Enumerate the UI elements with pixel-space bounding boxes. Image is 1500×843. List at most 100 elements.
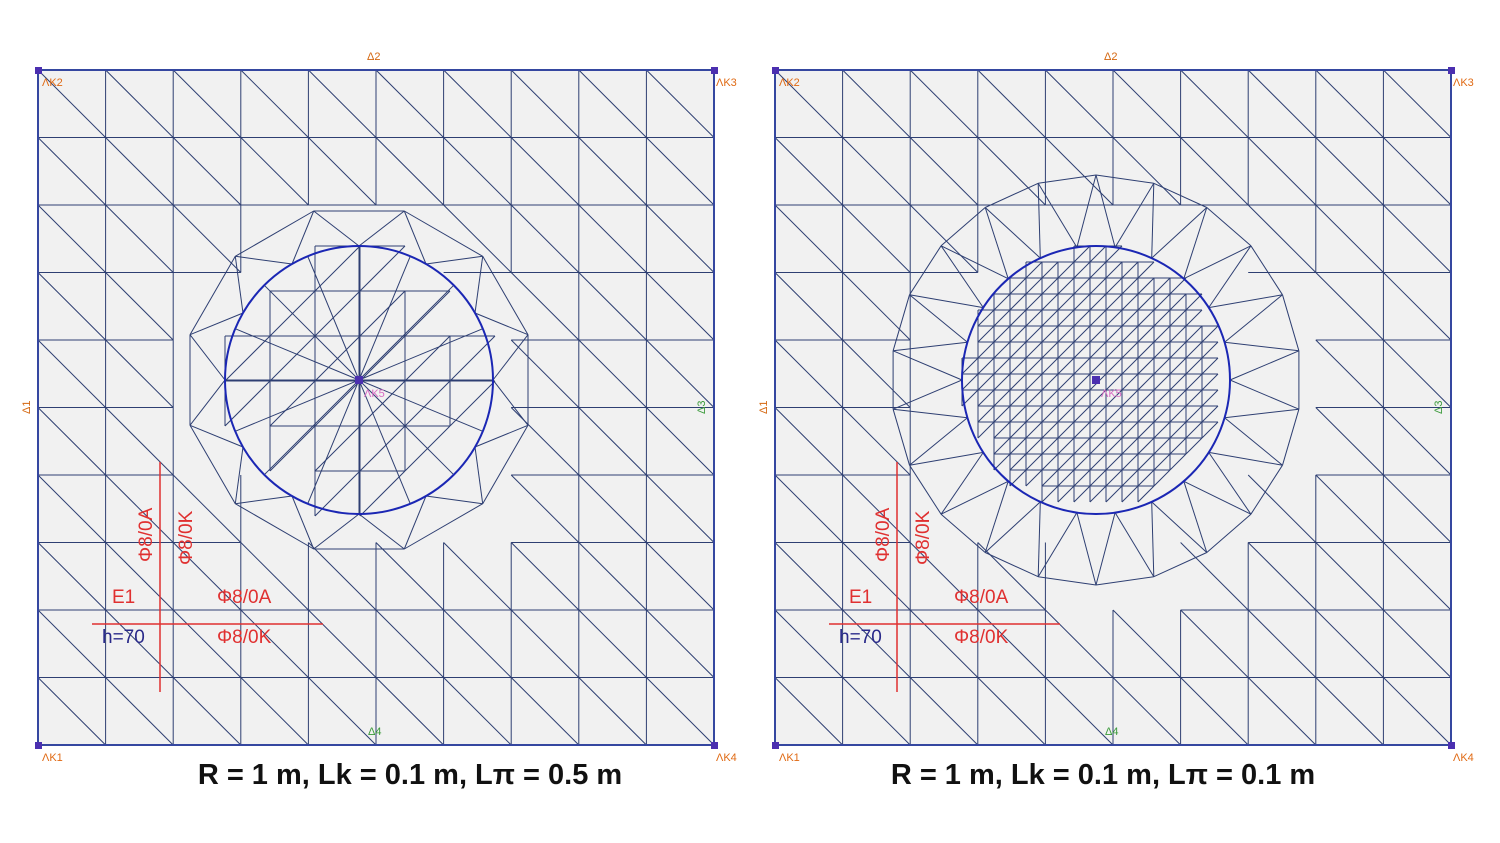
mesh-diagonal: [842, 407, 911, 476]
inner-diagonal: [1057, 453, 1075, 471]
inner-diagonal: [1153, 389, 1171, 407]
mesh-diagonal: [375, 137, 444, 206]
transition-edge: [1095, 576, 1154, 586]
inner-diagonal: [404, 335, 451, 382]
transition-edge: [1208, 451, 1283, 466]
transition-edge: [1095, 174, 1154, 184]
mesh-diagonal: [1247, 609, 1317, 678]
inner-diagonal: [224, 380, 271, 427]
inner-diagonal: [1041, 277, 1059, 295]
mesh-diagonal: [1247, 474, 1317, 543]
inner-diagonal: [993, 437, 1011, 455]
inner-diagonal: [1185, 389, 1203, 407]
mesh-diagonal: [774, 204, 843, 273]
thickness-label-2: h=70: [839, 627, 882, 648]
inner-diagonal: [1105, 405, 1123, 423]
inner-diagonal: [1121, 485, 1139, 503]
corner-label-top-right-2: ΛK3: [1453, 77, 1474, 89]
inner-diagonal: [1009, 453, 1027, 471]
mesh-diagonal: [240, 69, 309, 138]
transition-edge: [235, 210, 314, 257]
corner-label-bottom-left-1: ΛK1: [42, 752, 63, 764]
inner-diagonal: [359, 470, 406, 517]
mesh-diagonal: [1383, 339, 1452, 408]
inner-diagonal: [1089, 261, 1107, 279]
inner-diagonal: [993, 357, 1011, 375]
mesh-diagonal: [1383, 272, 1452, 341]
mesh-diagonal: [510, 339, 580, 408]
transition-edge: [1076, 174, 1097, 248]
refined-mesh-2: [892, 174, 1300, 586]
corner-node-bottom-left-1: [35, 742, 42, 749]
inner-diagonal: [1025, 261, 1043, 279]
inner-diagonal: [1105, 341, 1123, 359]
rebar-horizontal-k-1: Φ8/0K: [217, 627, 272, 648]
transition-edge: [1038, 576, 1097, 586]
inner-diagonal: [1153, 325, 1171, 343]
mesh-diagonal: [646, 339, 715, 408]
mesh-diagonal: [443, 542, 512, 611]
transition-edge: [1250, 245, 1283, 296]
inner-diagonal: [1169, 277, 1187, 295]
inner-diagonal: [1057, 405, 1075, 423]
mesh-diagonal: [105, 609, 174, 678]
mesh-diagonal: [774, 407, 843, 476]
inner-diagonal: [993, 373, 1011, 391]
inner-diagonal: [1185, 293, 1203, 311]
mesh-diagonal: [646, 272, 715, 341]
rebar-vertical-a-2: Φ8/0A: [873, 507, 894, 562]
inner-diagonal: [1041, 293, 1059, 311]
mesh-diagonal: [578, 474, 647, 543]
mesh-diagonal: [375, 677, 444, 746]
inner-diagonal: [1105, 421, 1123, 439]
inner-diagonal: [224, 335, 271, 382]
corner-label-bottom-right-1: ΛK4: [716, 752, 737, 764]
inner-diagonal: [1025, 373, 1043, 391]
mesh-diagonal: [240, 677, 309, 746]
mesh-diagonal: [172, 137, 242, 206]
mesh-diagonal: [37, 69, 106, 138]
inner-diagonal: [1121, 421, 1139, 439]
inner-diagonal: [1201, 341, 1219, 359]
mesh-diagonal: [1247, 542, 1317, 611]
inner-radial: [307, 379, 360, 504]
caption-1: R = 1 m, Lk = 0.1 m, Lπ = 0.5 m: [198, 759, 622, 791]
mesh-diagonal: [105, 474, 174, 543]
inner-diagonal: [1073, 277, 1091, 295]
inner-diagonal: [1121, 309, 1139, 327]
inner-diagonal: [1089, 389, 1107, 407]
inner-diagonal: [1057, 357, 1075, 375]
inner-diagonal: [1137, 373, 1155, 391]
mesh-diagonal: [308, 677, 377, 746]
inner-diagonal: [359, 335, 406, 382]
mesh-diagonal: [646, 407, 715, 476]
mesh-diagonal: [172, 204, 242, 273]
mesh-diagonal: [1112, 677, 1181, 746]
mesh-diagonal: [1315, 339, 1384, 408]
mesh-diagonal: [578, 69, 647, 138]
mesh-diagonal: [1383, 204, 1452, 273]
mesh-diagonal: [105, 339, 174, 408]
transition-edge: [474, 424, 529, 448]
transition-edge: [1038, 174, 1097, 184]
inner-diagonal: [314, 380, 361, 427]
inner-diagonal: [1009, 341, 1027, 359]
inner-diagonal: [1025, 469, 1043, 487]
mesh-diagonal: [774, 272, 843, 341]
mesh-diagonal: [443, 137, 512, 206]
inner-radial: [358, 284, 455, 381]
corner-node-top-right-1: [711, 67, 718, 74]
transition-edge: [474, 256, 484, 314]
corner-label-bottom-left-2: ΛK1: [779, 752, 800, 764]
inner-diagonal: [1009, 325, 1027, 343]
rebar-horizontal-a-1: Φ8/0A: [217, 587, 272, 608]
mesh-diagonal: [774, 677, 843, 746]
inner-diagonal: [1073, 421, 1091, 439]
side-label-bottom-2: Δ4: [1105, 726, 1118, 738]
mesh-diagonal: [510, 542, 580, 611]
rebar-vertical-k-1: Φ8/0K: [176, 510, 197, 565]
inner-diagonal: [1089, 405, 1107, 423]
inner-diagonal: [1169, 325, 1187, 343]
inner-diagonal: [1169, 389, 1187, 407]
transition-edge: [1151, 501, 1208, 553]
